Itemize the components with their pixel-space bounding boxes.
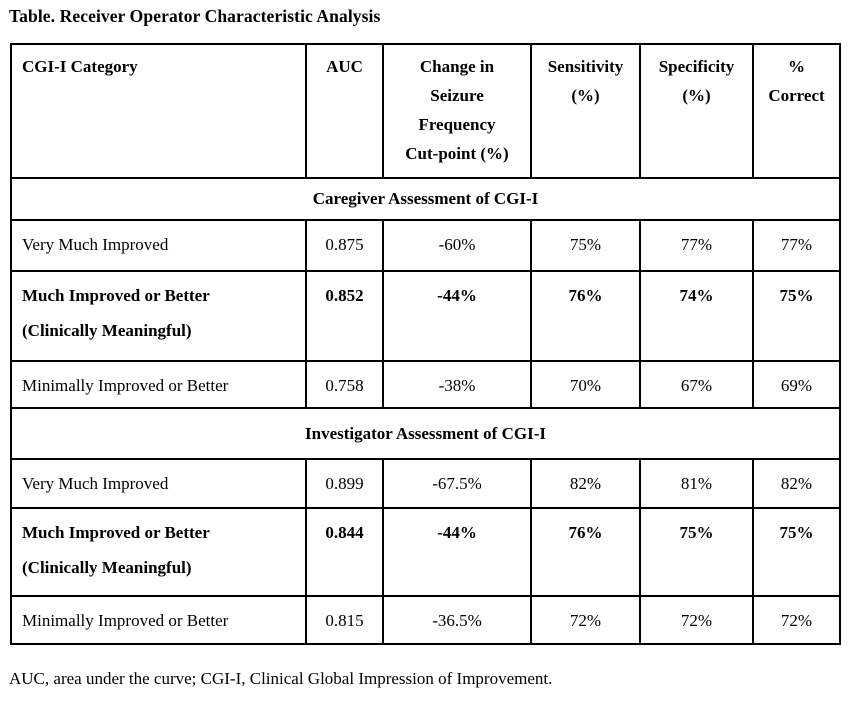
table-header-row: CGI-I Category AUC Change in Seizure Fre… bbox=[10, 43, 841, 179]
cell-auc: 0.844 bbox=[305, 507, 384, 597]
cell-cutpoint: -67.5% bbox=[382, 458, 532, 509]
cell-auc: 0.899 bbox=[305, 458, 384, 509]
cell-cutpoint: -36.5% bbox=[382, 595, 532, 645]
table-row: Minimally Improved or Better 0.815 -36.5… bbox=[10, 595, 841, 645]
cell-auc: 0.815 bbox=[305, 595, 384, 645]
cell-sensitivity: 76% bbox=[530, 270, 641, 362]
cell-percent-correct: 75% bbox=[752, 270, 841, 362]
cell-auc: 0.852 bbox=[305, 270, 384, 362]
cell-cutpoint: -38% bbox=[382, 360, 532, 409]
cell-category: Very Much Improved bbox=[10, 219, 307, 272]
cell-auc: 0.875 bbox=[305, 219, 384, 272]
cell-cutpoint: -44% bbox=[382, 270, 532, 362]
col-header-cgi-category: CGI-I Category bbox=[10, 43, 307, 179]
cell-sensitivity: 76% bbox=[530, 507, 641, 597]
table-footnote: AUC, area under the curve; CGI-I, Clinic… bbox=[9, 669, 553, 688]
table-row: Much Improved or Better (Clinically Mean… bbox=[10, 270, 841, 362]
cell-category: Much Improved or Better (Clinically Mean… bbox=[10, 270, 307, 362]
col-header-cutpoint: Change in Seizure Frequency Cut-point (%… bbox=[382, 43, 532, 179]
cell-category: Much Improved or Better (Clinically Mean… bbox=[10, 507, 307, 597]
cell-percent-correct: 77% bbox=[752, 219, 841, 272]
table-row: Very Much Improved 0.899 -67.5% 82% 81% … bbox=[10, 458, 841, 509]
cell-specificity: 75% bbox=[639, 507, 754, 597]
cell-specificity: 81% bbox=[639, 458, 754, 509]
cell-specificity: 77% bbox=[639, 219, 754, 272]
table-row: Very Much Improved 0.875 -60% 75% 77% 77… bbox=[10, 219, 841, 272]
cell-sensitivity: 70% bbox=[530, 360, 641, 409]
cell-percent-correct: 72% bbox=[752, 595, 841, 645]
section-header-caregiver: Caregiver Assessment of CGI-I bbox=[10, 177, 841, 221]
cell-category: Minimally Improved or Better bbox=[10, 360, 307, 409]
col-header-percent-correct: % Correct bbox=[752, 43, 841, 179]
table-row: Much Improved or Better (Clinically Mean… bbox=[10, 507, 841, 597]
cell-cutpoint: -44% bbox=[382, 507, 532, 597]
cell-specificity: 67% bbox=[639, 360, 754, 409]
cell-category: Minimally Improved or Better bbox=[10, 595, 307, 645]
cell-sensitivity: 82% bbox=[530, 458, 641, 509]
section-header-investigator: Investigator Assessment of CGI-I bbox=[10, 407, 841, 460]
table-row: Minimally Improved or Better 0.758 -38% … bbox=[10, 360, 841, 409]
col-header-auc: AUC bbox=[305, 43, 384, 179]
cell-sensitivity: 75% bbox=[530, 219, 641, 272]
col-header-specificity: Specificity (%) bbox=[639, 43, 754, 179]
cell-percent-correct: 69% bbox=[752, 360, 841, 409]
cell-percent-correct: 82% bbox=[752, 458, 841, 509]
cell-percent-correct: 75% bbox=[752, 507, 841, 597]
table-title: Table. Receiver Operator Characteristic … bbox=[9, 6, 381, 26]
cell-category: Very Much Improved bbox=[10, 458, 307, 509]
cell-specificity: 74% bbox=[639, 270, 754, 362]
col-header-sensitivity: Sensitivity (%) bbox=[530, 43, 641, 179]
section-row-caregiver: Caregiver Assessment of CGI-I bbox=[10, 177, 841, 221]
cell-sensitivity: 72% bbox=[530, 595, 641, 645]
cell-cutpoint: -60% bbox=[382, 219, 532, 272]
section-row-investigator: Investigator Assessment of CGI-I bbox=[10, 407, 841, 460]
cell-specificity: 72% bbox=[639, 595, 754, 645]
roc-analysis-table: CGI-I Category AUC Change in Seizure Fre… bbox=[10, 43, 841, 645]
cell-auc: 0.758 bbox=[305, 360, 384, 409]
